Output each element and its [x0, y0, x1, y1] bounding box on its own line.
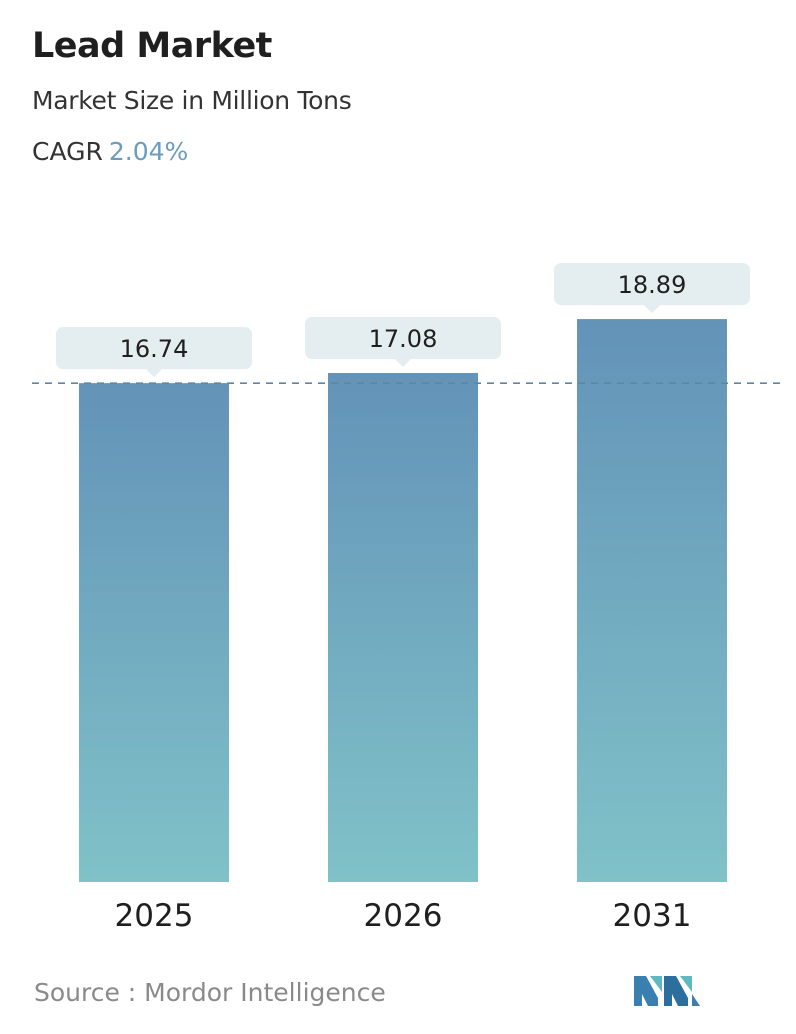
bar-chart: 16.74 17.08 18.89 2025 2026 2031	[32, 263, 782, 934]
bar-2026	[328, 373, 478, 882]
value-labels-layer: 16.74 17.08 18.89	[56, 263, 750, 378]
value-label-box	[305, 317, 501, 360]
value-label-2025: 16.74	[56, 327, 252, 378]
cagr-value: 2.04%	[108, 137, 189, 166]
chart-subtitle: Market Size in Million Tons	[32, 86, 352, 115]
chart-title: Lead Market	[32, 26, 272, 66]
x-tick-labels-layer: 2025 2026 2031	[115, 898, 692, 934]
value-label-text: 18.89	[618, 271, 687, 299]
cagr-line: CAGR 2.04%	[32, 137, 188, 166]
value-label-text: 16.74	[120, 335, 189, 363]
value-label-box	[554, 263, 750, 306]
x-tick-2026: 2026	[364, 898, 443, 934]
value-label-2026: 17.08	[305, 317, 501, 368]
source-text: Source : Mordor Intelligence	[34, 978, 386, 1007]
bar-2025	[79, 383, 229, 882]
value-label-text: 17.08	[369, 325, 438, 353]
bars-layer	[79, 319, 727, 882]
cagr-label: CAGR	[32, 137, 103, 166]
value-label-pointer	[146, 369, 162, 378]
value-label-pointer	[644, 305, 660, 314]
value-label-pointer	[395, 359, 411, 368]
x-tick-2025: 2025	[115, 898, 194, 934]
value-label-box	[56, 327, 252, 370]
x-tick-2031: 2031	[613, 898, 692, 934]
mordor-intelligence-logo-icon	[634, 976, 700, 1006]
bar-2031	[577, 319, 727, 882]
value-label-2031: 18.89	[554, 263, 750, 314]
